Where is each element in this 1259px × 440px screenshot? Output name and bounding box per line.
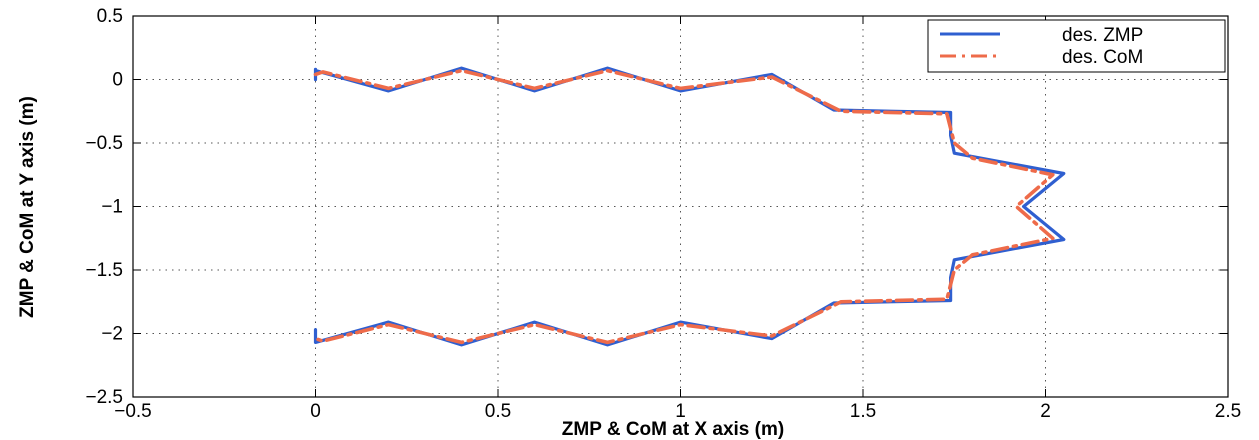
x-tick-label: 0 xyxy=(310,401,321,422)
y-axis-title: ZMP & CoM at Y axis (m) xyxy=(17,96,38,318)
x-tick-label: 0.5 xyxy=(485,401,511,422)
legend-box xyxy=(927,19,1226,73)
y-tick-label: −1.5 xyxy=(85,260,123,281)
x-tick-label: 2 xyxy=(1040,401,1051,422)
legend-label-des-zmp: des. ZMP xyxy=(1062,25,1143,46)
y-tick-label: −2.5 xyxy=(85,387,123,408)
series xyxy=(313,66,1066,347)
x-axis-title: ZMP & CoM at X axis (m) xyxy=(562,419,784,440)
grid xyxy=(133,16,1228,397)
legend: des. ZMP des. CoM xyxy=(927,19,1226,73)
y-tick-label: −1 xyxy=(101,197,123,218)
x-tick-label: 2.5 xyxy=(1215,401,1241,422)
series-line-des-com xyxy=(313,68,1055,345)
legend-label-des-com: des. CoM xyxy=(1062,47,1143,68)
y-tick-label: 0 xyxy=(112,70,123,91)
x-tick-label: 1 xyxy=(675,401,686,422)
y-tick-label: −2 xyxy=(101,324,123,345)
y-tick-label: 0.5 xyxy=(97,6,123,27)
series-line-des-zmp xyxy=(313,66,1066,347)
x-tick-label: −0.5 xyxy=(114,401,152,422)
ticks: −0.5 0 0.5 1 1.5 2 2.5 0.5 0 −0.5 −1 −1.5 −2 −2.5 xyxy=(85,6,1241,422)
x-tick-label: 1.5 xyxy=(850,401,876,422)
y-tick-label: −0.5 xyxy=(85,133,123,154)
